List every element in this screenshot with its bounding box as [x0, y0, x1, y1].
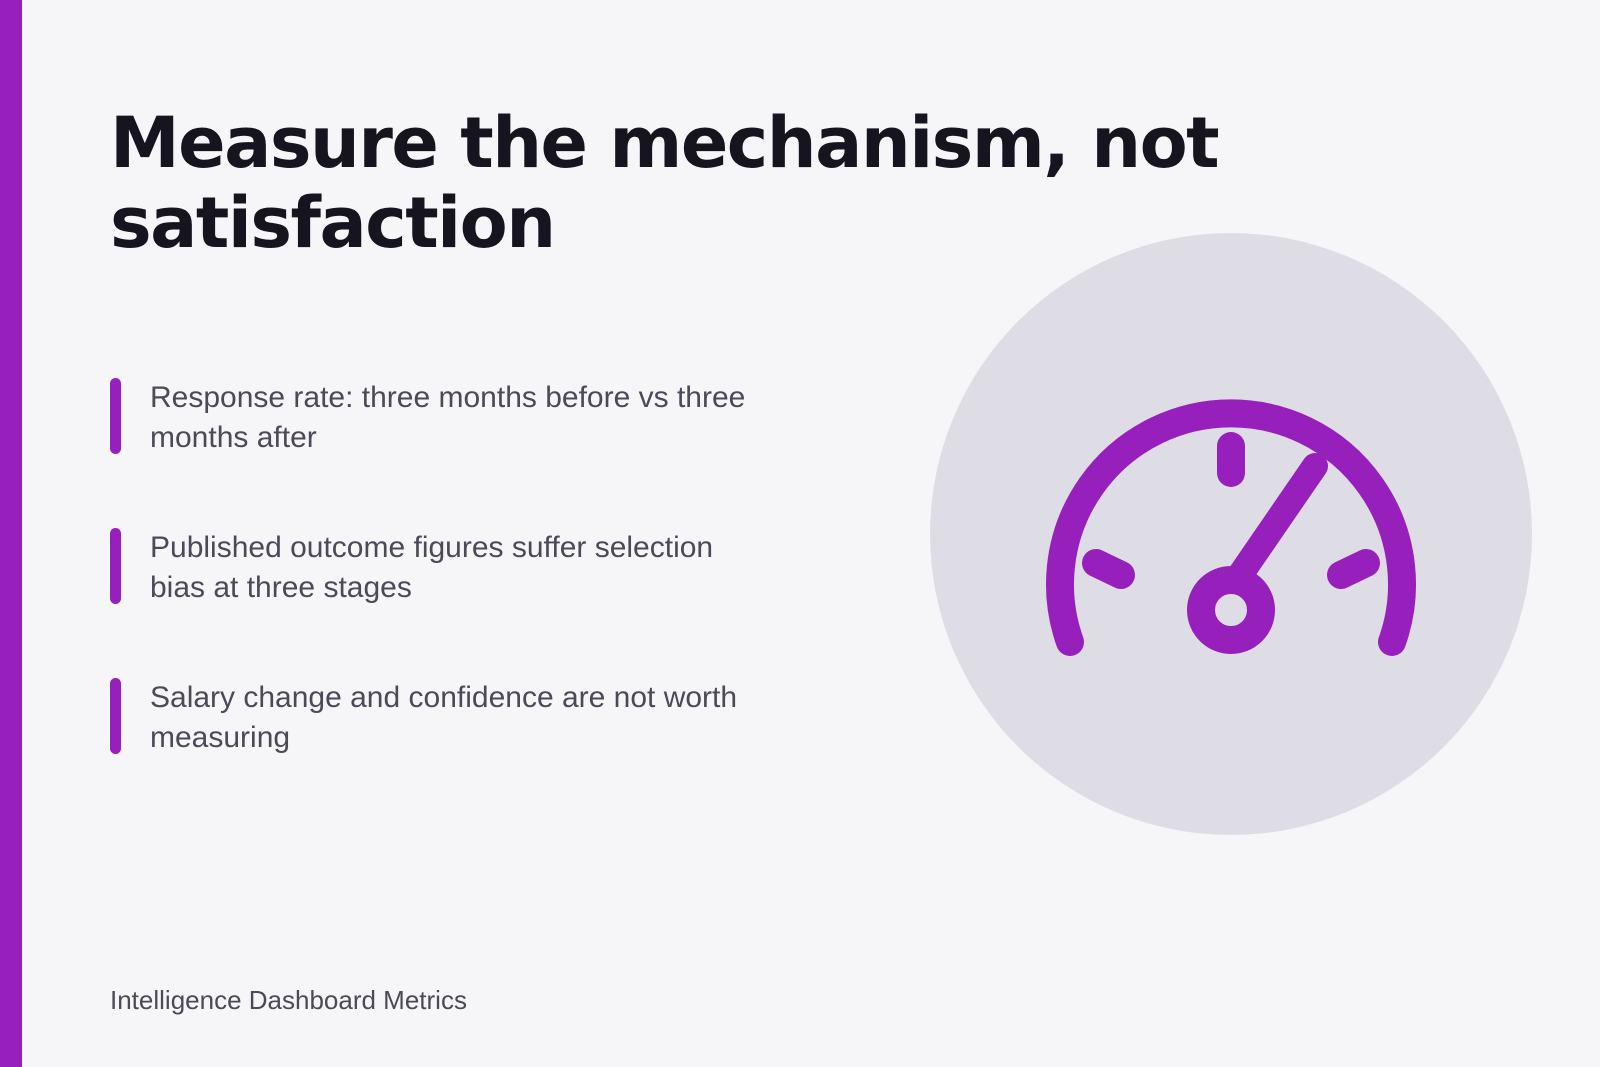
bullet-text: Salary change and confidence are not wor…	[150, 681, 738, 754]
bullet-text: Response rate: three months before vs th…	[150, 381, 746, 454]
gauge-tick-left	[1082, 549, 1135, 589]
bullet-marker	[110, 378, 121, 454]
gauge-pivot	[1187, 566, 1275, 654]
bullet-item: Response rate: three months before vs th…	[110, 378, 750, 456]
bullet-item: Published outcome figures suffer selecti…	[110, 528, 750, 606]
bullet-item: Salary change and confidence are not wor…	[110, 678, 750, 756]
speedometer-icon	[1046, 399, 1416, 656]
bullet-text: Published outcome figures suffer selecti…	[150, 531, 714, 604]
gauge-tick-right	[1327, 549, 1380, 589]
bullet-marker	[110, 678, 121, 754]
gauge-needle	[1223, 453, 1328, 594]
bullet-marker	[110, 528, 121, 604]
footer-label: Intelligence Dashboard Metrics	[110, 985, 467, 1015]
left-accent-bar	[0, 0, 22, 1067]
gauge-arc	[1046, 399, 1416, 656]
icon-background-circle	[930, 233, 1532, 835]
bullet-list: Response rate: three months before vs th…	[110, 378, 750, 828]
speedometer-illustration	[930, 233, 1532, 835]
slide-title: Measure the mechanism, not satisfaction	[110, 102, 1220, 264]
